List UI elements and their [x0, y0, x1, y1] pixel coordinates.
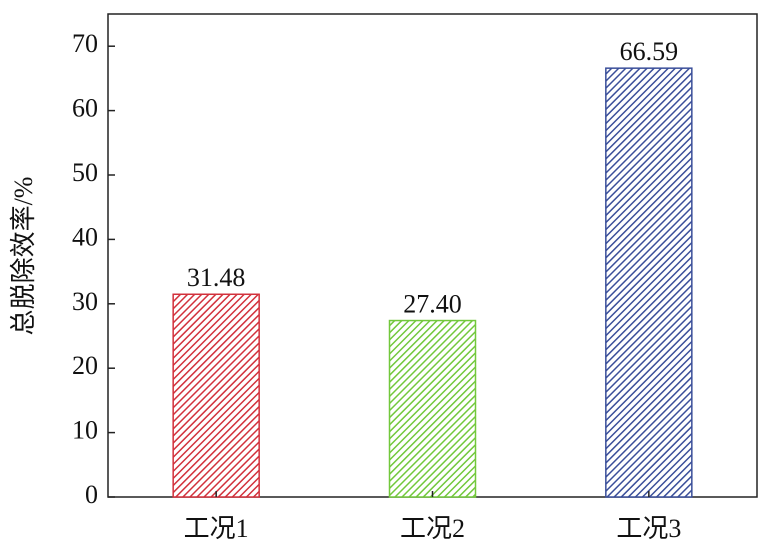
y-tick-label: 40 [72, 222, 98, 251]
y-tick-label: 70 [72, 29, 98, 58]
x-tick-label: 工况2 [400, 514, 465, 543]
y-axis-label: 总脱除效率/% [9, 177, 38, 336]
value-label: 27.40 [403, 290, 462, 319]
value-label: 66.59 [620, 37, 679, 66]
y-tick-label: 10 [72, 416, 98, 445]
y-tick-label: 50 [72, 158, 98, 187]
y-tick-label: 60 [72, 94, 98, 123]
x-tick-label: 工况3 [616, 514, 681, 543]
x-tick-label: 工况1 [184, 514, 249, 543]
y-tick-label: 0 [85, 480, 98, 509]
y-tick-label: 30 [72, 287, 98, 316]
value-label: 31.48 [187, 263, 246, 292]
bar [605, 67, 693, 498]
bar [172, 293, 260, 498]
bar [388, 319, 477, 498]
y-tick-label: 20 [72, 351, 98, 380]
